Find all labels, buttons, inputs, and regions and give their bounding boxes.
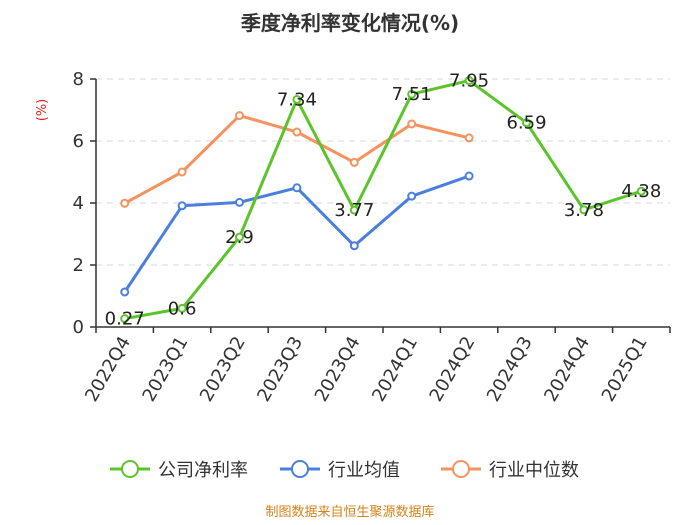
series-point (177, 303, 187, 313)
series-point (177, 167, 187, 177)
legend-marker (291, 460, 309, 478)
series-point (636, 186, 646, 196)
data-label: 0.6 (168, 298, 197, 319)
y-tick-label: 6 (73, 131, 84, 152)
data-label: 3.77 (334, 200, 374, 221)
series-point (292, 94, 302, 104)
series-point (292, 127, 302, 137)
series-line (124, 79, 642, 321)
source-note: 制图数据来自恒生聚源数据库 (265, 504, 434, 520)
series-line (123, 174, 470, 293)
data-labels: 0.27 0.6 2.9 7.34 3.77 7.51 7.95 6.59 3.78 4.38 (105, 71, 662, 330)
series-point (579, 205, 589, 215)
series-point (522, 118, 531, 128)
x-tick-label: 2024Q1 (368, 333, 422, 405)
data-label: 7.95 (449, 71, 489, 92)
series-point (464, 171, 474, 181)
y-tick-label: 0 (73, 317, 84, 338)
data-label: 3.78 (564, 200, 604, 221)
series-point (349, 241, 359, 251)
series-layer (120, 76, 646, 324)
grid-lines (96, 78, 670, 266)
series-point (407, 191, 417, 201)
series-point (349, 205, 359, 215)
legend: 公司净利率 行业均值 行业中位数 (110, 460, 579, 481)
series-point (120, 287, 130, 297)
series-point (464, 76, 474, 86)
legend-label: 公司净利率 (158, 460, 248, 481)
series-point (120, 314, 130, 324)
series-point (235, 111, 244, 121)
data-label: 7.51 (392, 84, 432, 105)
x-tick-label: 2024Q2 (426, 333, 480, 405)
series-point (349, 157, 359, 167)
series-point (464, 133, 474, 143)
x-tick-label: 2024Q4 (540, 333, 594, 405)
data-label: 0.27 (105, 309, 145, 330)
chart-title: 季度净利率变化情况(%) (240, 11, 459, 35)
x-tick-label: 2023Q1 (139, 333, 193, 405)
series-point (177, 201, 187, 211)
series-point (235, 232, 244, 242)
y-tick-label: 4 (73, 193, 84, 214)
x-tick-label: 2023Q2 (196, 333, 250, 405)
legend-label: 行业均值 (328, 460, 400, 481)
legend-marker (452, 460, 470, 478)
data-label: 4.38 (621, 181, 661, 202)
x-tick-label: 2025Q1 (598, 333, 652, 405)
series-point (120, 198, 130, 208)
y-tick-label: 8 (73, 69, 84, 90)
x-tick-label: 2024Q3 (483, 333, 537, 405)
x-tick-label: 2022Q4 (81, 333, 135, 405)
legend-marker (121, 460, 139, 478)
x-tick-label: 2023Q3 (253, 333, 307, 405)
x-tick-label: 2023Q4 (311, 333, 365, 405)
y-tick-label: 2 (73, 255, 84, 276)
series-point (407, 119, 417, 129)
data-label: 7.34 (277, 89, 317, 110)
legend-label: 行业中位数 (489, 460, 579, 481)
y-axis-unit-label: (%) (35, 99, 50, 122)
data-label: 2.9 (225, 227, 254, 248)
series-point (407, 89, 417, 99)
series-point (235, 197, 244, 207)
data-label: 6.59 (506, 113, 546, 134)
series-point (292, 183, 302, 193)
